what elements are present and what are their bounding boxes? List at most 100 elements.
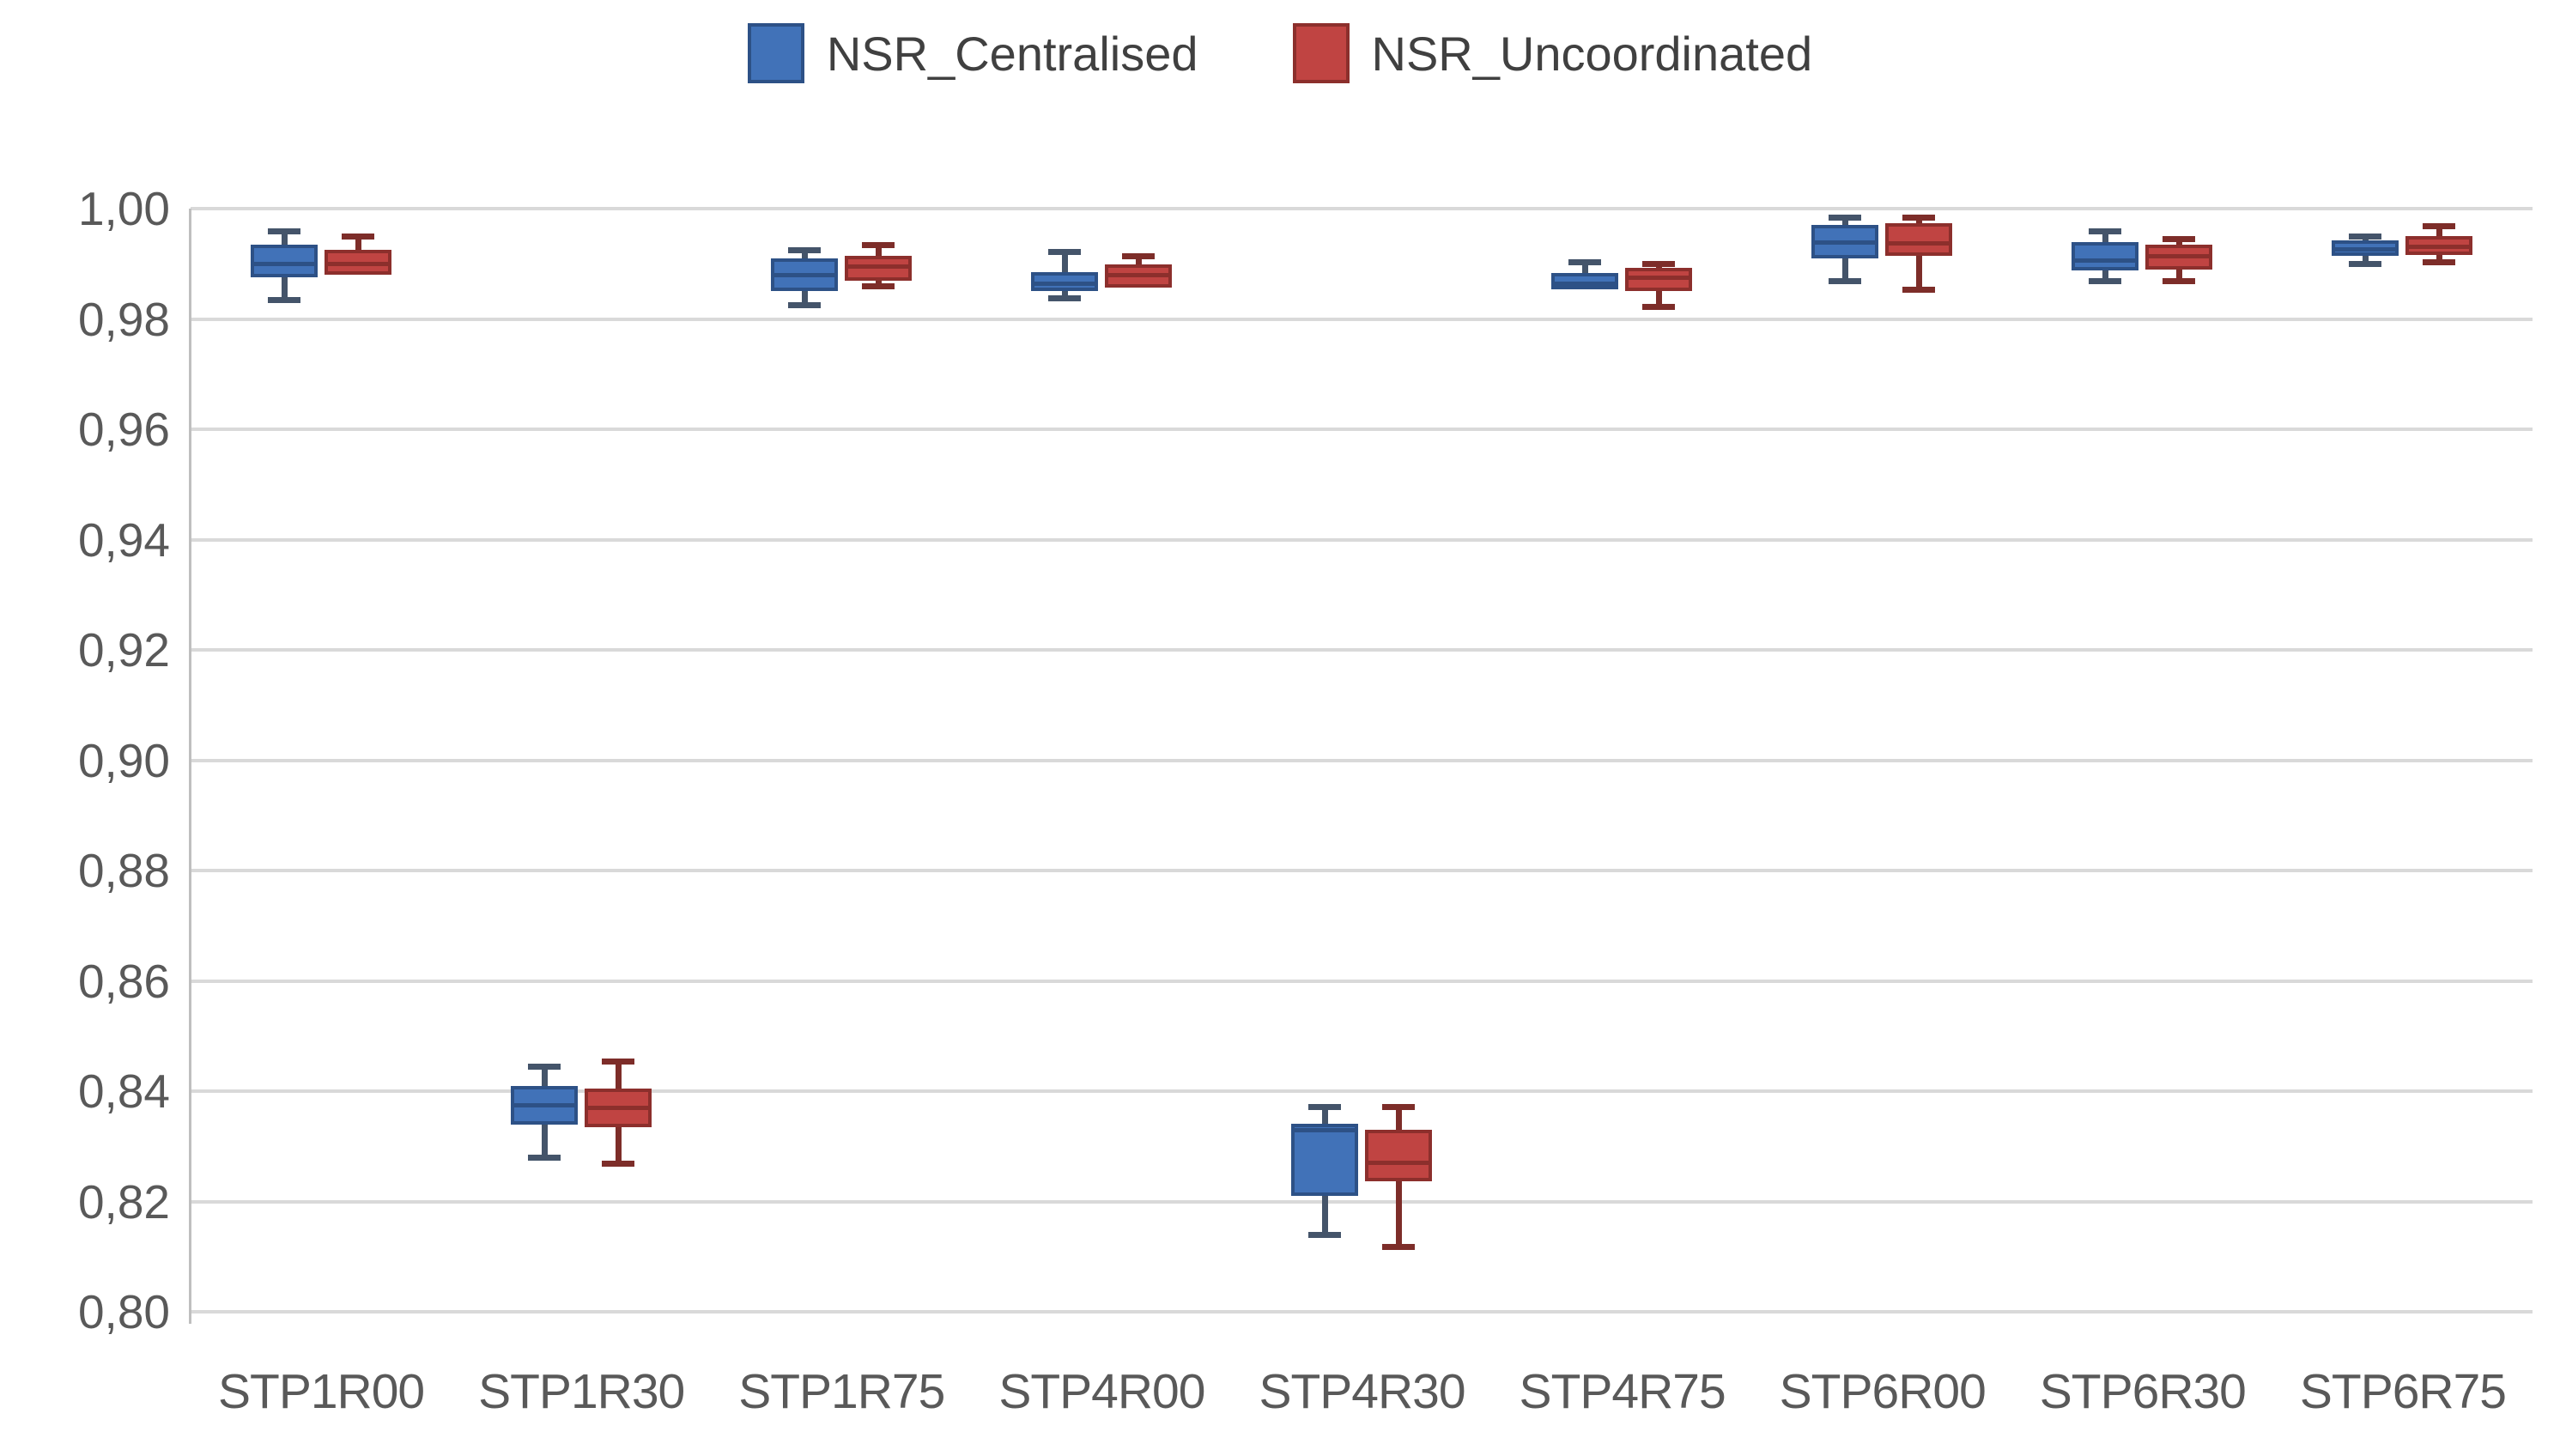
upper-whisker-cap	[601, 1058, 634, 1065]
lower-whisker	[801, 291, 808, 306]
upper-whisker-cap	[1568, 258, 1602, 265]
upper-whisker-cap	[1382, 1103, 1415, 1110]
lower-whisker-cap	[2349, 261, 2382, 268]
upper-whisker-cap	[1642, 260, 1676, 267]
median-line	[2075, 258, 2136, 263]
upper-whisker	[875, 244, 882, 256]
lower-whisker	[615, 1126, 622, 1163]
upper-whisker	[1135, 256, 1142, 264]
y-axis-tick-label: 0,82	[77, 1174, 170, 1228]
median-line	[513, 1103, 574, 1108]
median-line	[1815, 240, 1876, 245]
upper-whisker-cap	[1047, 249, 1081, 256]
lower-whisker	[1396, 1180, 1402, 1247]
upper-whisker-cap	[2349, 234, 2382, 240]
upper-whisker-cap	[1308, 1103, 1341, 1110]
median-line	[847, 264, 908, 270]
lower-whisker-cap	[787, 302, 821, 309]
legend-label-centralised: NSR_Centralised	[826, 26, 1198, 81]
gridline	[191, 648, 2533, 652]
lower-whisker	[1322, 1196, 1328, 1235]
x-axis-tick-label: STP4R75	[1519, 1364, 1726, 1419]
median-line	[1368, 1160, 1429, 1165]
x-axis-tick-label: STP6R00	[1779, 1364, 1987, 1419]
median-line	[773, 273, 834, 278]
box-uncoordinated	[1885, 222, 1953, 256]
lower-whisker-cap	[861, 282, 895, 289]
lower-whisker	[541, 1124, 548, 1158]
gridline	[191, 537, 2533, 542]
median-line	[1034, 281, 1095, 286]
lower-whisker	[2436, 254, 2443, 262]
median-line	[2409, 244, 2470, 249]
median-line	[1107, 273, 1168, 278]
y-axis-line	[189, 209, 191, 1324]
legend-swatch-centralised-icon	[747, 23, 804, 83]
upper-whisker	[1322, 1106, 1328, 1124]
median-line	[1629, 276, 1689, 281]
lower-whisker	[2176, 269, 2183, 281]
lower-whisker-cap	[527, 1155, 561, 1162]
y-axis-tick-label: 0,90	[77, 733, 170, 787]
median-line	[587, 1106, 648, 1111]
y-axis-tick-label: 0,98	[77, 292, 170, 346]
median-line	[253, 262, 314, 267]
gridline	[191, 1199, 2533, 1204]
y-axis-tick-label: 1,00	[77, 182, 170, 235]
upper-whisker	[1842, 216, 1849, 226]
chart-legend: NSR_Centralised NSR_Uncoordinated	[0, 12, 2560, 94]
upper-whisker	[801, 250, 808, 258]
lower-whisker-cap	[1308, 1232, 1341, 1239]
upper-whisker-cap	[341, 234, 374, 240]
gridline	[191, 1310, 2533, 1313]
upper-whisker-cap	[527, 1064, 561, 1071]
lower-whisker	[1656, 291, 1663, 306]
gridline	[191, 758, 2533, 762]
lower-whisker	[1061, 291, 1068, 299]
upper-whisker	[1582, 261, 1589, 273]
box-uncoordinated	[1365, 1129, 1432, 1181]
upper-whisker	[281, 230, 288, 245]
upper-whisker-cap	[861, 241, 895, 248]
lower-whisker	[281, 277, 288, 300]
y-axis-tick-label: 0,88	[77, 844, 170, 897]
lower-whisker-cap	[267, 297, 300, 303]
y-axis-tick-label: 0,84	[77, 1065, 170, 1118]
upper-whisker-cap	[1902, 214, 1936, 221]
upper-whisker	[1396, 1106, 1402, 1130]
median-line	[1555, 281, 1616, 286]
gridline	[191, 869, 2533, 872]
x-axis-tick-label: STP1R00	[217, 1364, 425, 1419]
lower-whisker-cap	[1047, 295, 1081, 302]
lower-whisker	[2363, 255, 2369, 264]
median-line	[2335, 246, 2396, 252]
x-axis-tick-label: STP6R30	[2039, 1364, 2247, 1419]
lower-whisker-cap	[1829, 277, 1862, 284]
upper-whisker-cap	[1121, 253, 1155, 260]
lower-whisker-cap	[1642, 303, 1676, 310]
legend-item-uncoordinated: NSR_Uncoordinated	[1292, 23, 1812, 83]
x-axis-tick-label: STP1R30	[478, 1364, 685, 1419]
upper-whisker	[2102, 230, 2109, 242]
box-centralised	[250, 244, 318, 278]
gridline	[191, 1089, 2533, 1093]
x-axis-tick-label: STP4R30	[1259, 1364, 1465, 1419]
lower-whisker-cap	[1902, 287, 1936, 294]
lower-whisker-cap	[2423, 258, 2456, 265]
lower-whisker-cap	[1382, 1244, 1415, 1251]
lower-whisker-cap	[2089, 277, 2122, 284]
y-axis-tick-label: 0,94	[77, 513, 170, 567]
median-line	[1295, 1127, 1355, 1132]
median-line	[327, 262, 388, 267]
gridline	[191, 317, 2533, 321]
median-line	[2149, 253, 2210, 258]
lower-whisker-cap	[2163, 277, 2196, 284]
legend-item-centralised: NSR_Centralised	[747, 23, 1198, 83]
upper-whisker	[355, 236, 361, 251]
lower-whisker	[1842, 258, 1849, 281]
upper-whisker	[541, 1066, 548, 1086]
upper-whisker-cap	[2089, 228, 2122, 234]
upper-whisker	[1061, 252, 1068, 272]
